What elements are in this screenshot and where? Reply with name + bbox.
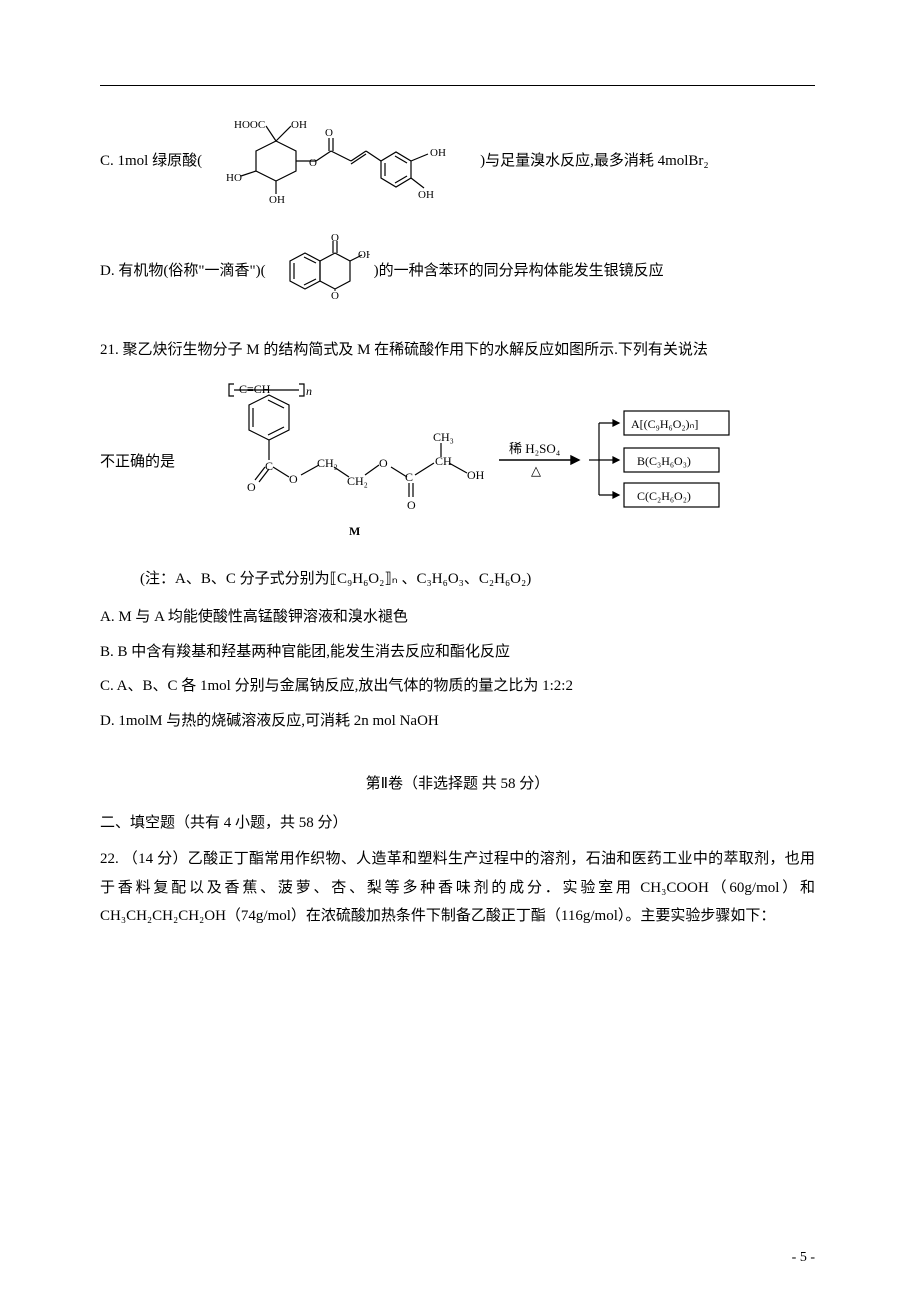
svg-text:O: O <box>247 480 256 494</box>
q21-note-line: (注：A、B、C 分子式分别为⟦C₉H₆O₂⟧ₙ 、C₃H₆O₃、C₂H₆O₂) <box>100 565 815 594</box>
svg-text:OH: OH <box>269 194 285 206</box>
q21-heading: 21. 聚乙炔衍生物分子 M 的结构简式及 M 在稀硫酸作用下的水解反应如图所示… <box>100 336 815 365</box>
svg-text:C(C₂H₆O₂): C(C₂H₆O₂) <box>637 489 691 503</box>
q21-structure-line: 不正确的是 <box>100 375 815 550</box>
svg-text:O: O <box>309 157 317 169</box>
svg-text:CH: CH <box>435 454 452 468</box>
svg-text:M: M <box>349 524 360 538</box>
option-d-suffix: )的一种含苯环的同分异构体能发生银镜反应 <box>374 257 664 286</box>
svg-text:B(C₃H₆O₃): B(C₃H₆O₃) <box>637 454 691 468</box>
svg-text:OH: OH <box>430 147 446 159</box>
svg-text:OH: OH <box>467 468 485 482</box>
svg-text:稀 H₂SO₄: 稀 H₂SO₄ <box>509 441 561 456</box>
svg-text:O: O <box>407 498 416 512</box>
svg-text:HOOC: HOOC <box>234 119 265 131</box>
q21-choice-b: B. B 中含有羧基和羟基两种官能团,能发生消去反应和酯化反应 <box>100 638 815 667</box>
svg-text:A[(C₉H₆O₂)ₙ]: A[(C₉H₆O₂)ₙ] <box>631 417 698 431</box>
q21-choice-a: A. M 与 A 均能使酸性高锰酸钾溶液和溴水褪色 <box>100 603 815 632</box>
q21-continuation: 不正确的是 <box>100 448 175 477</box>
svg-text:OH: OH <box>418 189 434 201</box>
yidixiang-structure: O OH O <box>270 231 370 311</box>
svg-text:O: O <box>289 472 298 486</box>
svg-text:O: O <box>331 290 339 302</box>
svg-text:CH₂: CH₂ <box>317 456 338 470</box>
svg-text:C: C <box>265 459 273 473</box>
option-d-line: D. 有机物(俗称"一滴香")( O OH O <box>100 231 815 311</box>
option-c-suffix: )与足量溴水反应,最多消耗 4molBr₂ <box>480 147 709 176</box>
q21-reaction-scheme: C≡CH n C O O CH₂ CH₂ O C O CH CH₃ OH M <box>179 375 739 550</box>
q21-choice-d: D. 1molM 与热的烧碱溶液反应,可消耗 2n mol NaOH <box>100 707 815 736</box>
section-ii-heading: 第Ⅱ卷（非选择题 共 58 分） <box>100 770 815 799</box>
svg-text:n: n <box>306 384 312 398</box>
svg-text:OH: OH <box>358 249 370 261</box>
section-ii-instruction: 二、填空题（共有 4 小题，共 58 分） <box>100 809 815 838</box>
svg-text:O: O <box>325 127 333 139</box>
svg-text:CH₂: CH₂ <box>347 474 368 488</box>
q21-choice-c: C. A、B、C 各 1mol 分别与金属钠反应,放出气体的物质的量之比为 1:… <box>100 672 815 701</box>
svg-text:△: △ <box>531 463 541 478</box>
svg-text:OH: OH <box>291 119 307 131</box>
page-number: - 5 - <box>792 1245 815 1272</box>
svg-text:O: O <box>379 456 388 470</box>
option-c-line: C. 1mol 绿原酸( <box>100 116 815 206</box>
option-c-prefix: C. 1mol 绿原酸( <box>100 147 202 176</box>
svg-text:O: O <box>331 232 339 244</box>
q22-paragraph: 22. （14 分）乙酸正丁酯常用作织物、人造革和塑料生产过程中的溶剂，石油和医… <box>100 845 815 931</box>
top-horizontal-rule <box>100 85 815 86</box>
option-d-prefix: D. 有机物(俗称"一滴香")( <box>100 257 266 286</box>
svg-text:HO: HO <box>226 172 242 184</box>
svg-text:C: C <box>405 470 413 484</box>
svg-text:CH₃: CH₃ <box>433 430 454 444</box>
chlorogenic-acid-structure: HOOC OH HO OH O O OH OH <box>206 116 476 206</box>
svg-text:C≡CH: C≡CH <box>239 382 271 396</box>
